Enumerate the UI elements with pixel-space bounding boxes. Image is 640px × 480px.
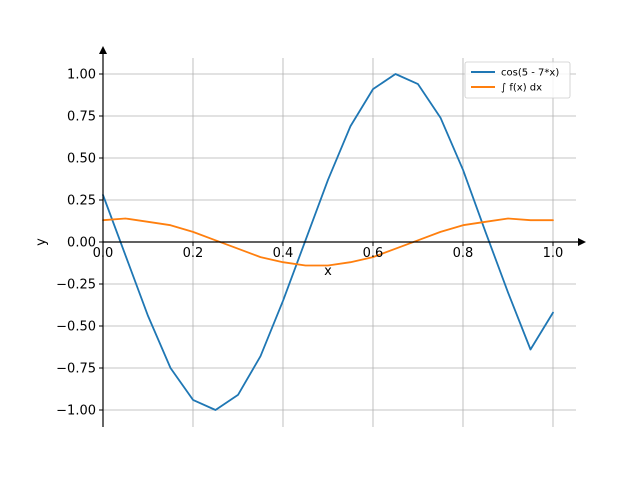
y-tick-label: −0.25	[56, 278, 96, 293]
legend-label-2: ∫ f(x) dx	[501, 83, 542, 94]
x-tick-label: 1.0	[543, 246, 564, 261]
x-tick-label: 0.0	[93, 246, 114, 261]
y-tick-label: 0.50	[67, 152, 96, 167]
y-axis-label: y	[34, 238, 49, 246]
series-lines	[102, 73, 554, 411]
axes	[99, 46, 586, 427]
y-tick-label: −0.75	[56, 362, 96, 377]
x-tick-label: 0.8	[453, 246, 474, 261]
legend-label-1: cos(5 - 7*x)	[501, 68, 559, 79]
x-axis-label: x	[324, 264, 332, 279]
x-tick-label: 0.4	[273, 246, 294, 261]
x-axis-arrow	[578, 238, 586, 246]
y-tick-label: 0.75	[67, 110, 96, 125]
y-tick-label: −1.00	[56, 404, 96, 419]
legend: cos(5 - 7*x) ∫ f(x) dx	[464, 61, 571, 99]
tick-labels: 0.0 0.2 0.4 0.6 0.8 1.0 1.00 0.75 0.50 0.25 0.00 −0…	[56, 68, 563, 419]
series-line-2	[102, 217, 554, 267]
y-tick-label: 0.00	[67, 236, 96, 251]
y-tick-label: −0.50	[56, 320, 96, 335]
y-tick-label: 1.00	[67, 68, 96, 83]
y-axis-arrow	[99, 46, 107, 54]
x-tick-label: 0.2	[183, 246, 204, 261]
y-tick-label: 0.25	[67, 194, 96, 209]
x-tick-label: 0.6	[363, 246, 384, 261]
series-line-1	[102, 73, 554, 411]
